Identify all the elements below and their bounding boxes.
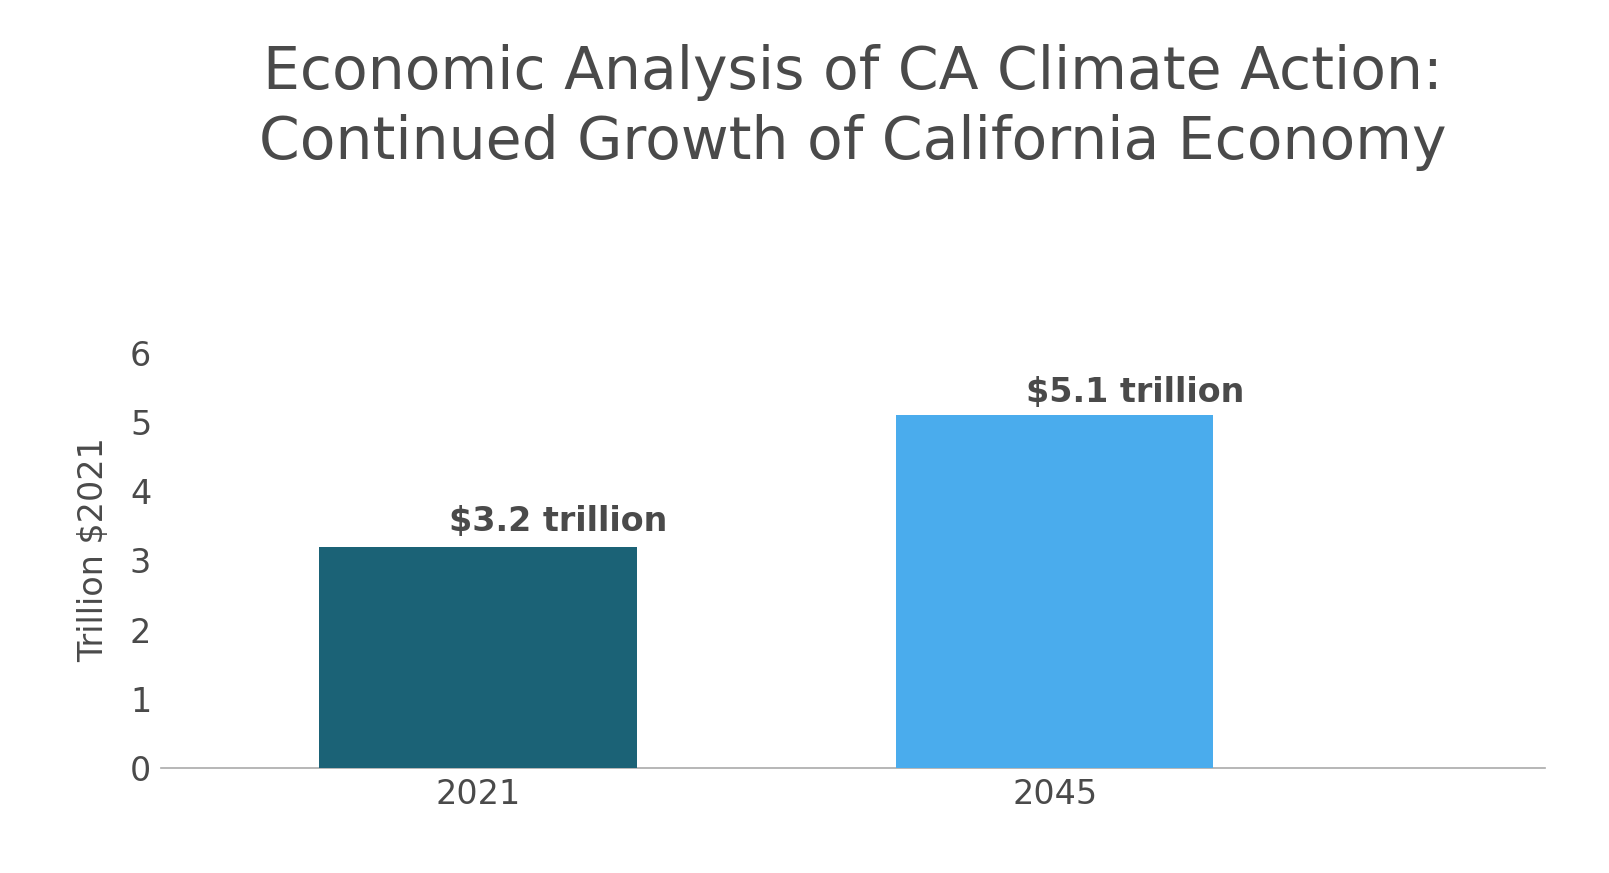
Text: Economic Analysis of CA Climate Action:
Continued Growth of California Economy: Economic Analysis of CA Climate Action: … [259, 44, 1446, 171]
Bar [896, 415, 1213, 768]
Text: $3.2 trillion: $3.2 trillion [449, 505, 668, 539]
Text: $5.1 trillion: $5.1 trillion [1027, 376, 1244, 409]
Bar [320, 546, 637, 768]
Y-axis label: Trillion $2021: Trillion $2021 [77, 437, 111, 663]
